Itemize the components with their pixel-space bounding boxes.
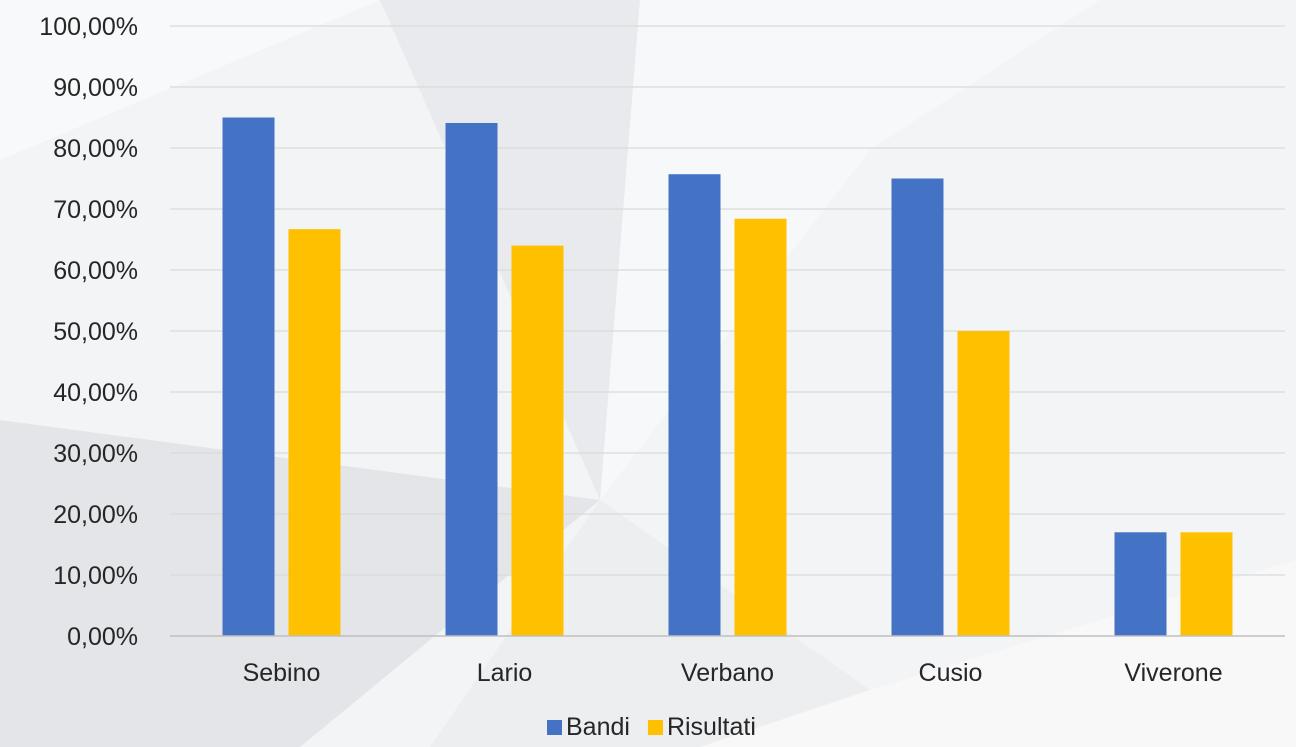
y-tick-label: 50,00%: [53, 318, 138, 346]
y-axis-tick-labels: 0,00% 10,00% 20,00% 30,00% 40,00% 50,00% 60,00…: [39, 13, 138, 651]
y-tick-label: 40,00%: [53, 379, 138, 407]
bar-bandi-lario: [445, 122, 498, 637]
legend-item-bandi: Bandi: [547, 713, 630, 741]
y-tick-label: 100,00%: [39, 13, 138, 41]
y-tick-label: 20,00%: [53, 501, 138, 529]
x-category-label: Verbano: [681, 659, 774, 687]
y-tick-label: 80,00%: [53, 135, 138, 163]
legend-item-risultati: Risultati: [647, 713, 756, 741]
bar-bandi-cusio: [891, 178, 944, 636]
bar-risultati-verbano: [734, 218, 787, 636]
bar-bandi-viverone: [1114, 532, 1167, 636]
x-category-label: Cusio: [919, 659, 983, 687]
x-axis-category-labels: Sebino Lario Verbano Cusio Viverone: [243, 659, 1223, 687]
x-category-label: Sebino: [243, 659, 321, 687]
bars: [222, 117, 1233, 637]
y-tick-label: 70,00%: [53, 196, 138, 224]
bar-risultati-sebino: [288, 229, 341, 636]
x-category-label: Lario: [477, 659, 533, 687]
y-tick-label: 90,00%: [53, 74, 138, 102]
bar-risultati-lario: [511, 245, 564, 636]
legend-swatch: [547, 720, 562, 735]
legend-label: Risultati: [667, 713, 756, 741]
y-tick-label: 60,00%: [53, 257, 138, 285]
bar-risultati-cusio: [957, 331, 1010, 636]
legend-swatch: [647, 720, 663, 735]
y-tick-label: 30,00%: [53, 440, 138, 468]
legend-label: Bandi: [566, 713, 630, 741]
bar-bandi-verbano: [668, 174, 721, 637]
x-category-label: Viverone: [1124, 659, 1222, 687]
legend: Bandi Risultati: [547, 713, 756, 741]
bar-bandi-sebino: [222, 117, 275, 636]
y-tick-label: 0,00%: [67, 623, 138, 651]
y-tick-label: 10,00%: [53, 562, 138, 590]
gridlines: [170, 25, 1285, 576]
bar-risultati-viverone: [1180, 532, 1233, 636]
